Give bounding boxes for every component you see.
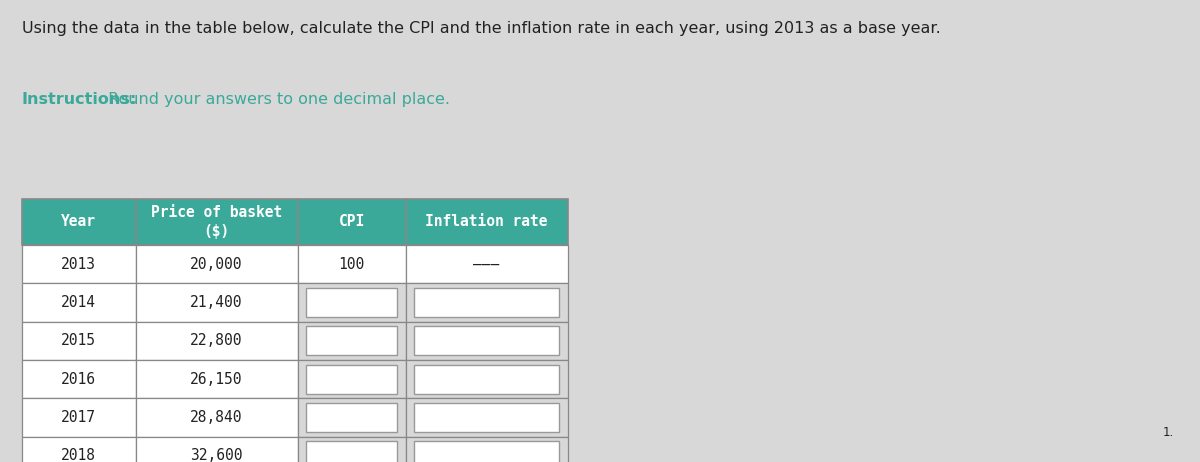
- Text: 2016: 2016: [61, 371, 96, 387]
- Text: 2014: 2014: [61, 295, 96, 310]
- Text: 100: 100: [338, 256, 365, 272]
- Text: Round your answers to one decimal place.: Round your answers to one decimal place.: [103, 92, 450, 107]
- Text: Instructions:: Instructions:: [22, 92, 137, 107]
- Text: 21,400: 21,400: [191, 295, 242, 310]
- Text: Inflation rate: Inflation rate: [425, 214, 548, 229]
- Text: 2015: 2015: [61, 333, 96, 348]
- Text: 2018: 2018: [61, 448, 96, 462]
- Text: ———: ———: [474, 256, 499, 272]
- Text: 2017: 2017: [61, 410, 96, 425]
- Text: 1.: 1.: [1163, 426, 1174, 439]
- Text: 28,840: 28,840: [191, 410, 242, 425]
- Text: 26,150: 26,150: [191, 371, 242, 387]
- Text: 20,000: 20,000: [191, 256, 242, 272]
- Text: 22,800: 22,800: [191, 333, 242, 348]
- Text: 32,600: 32,600: [191, 448, 242, 462]
- Text: Price of basket: Price of basket: [151, 205, 282, 220]
- Text: 2013: 2013: [61, 256, 96, 272]
- Text: CPI: CPI: [338, 214, 365, 229]
- Text: ($): ($): [204, 224, 229, 238]
- Text: Year: Year: [61, 214, 96, 229]
- Text: Using the data in the table below, calculate the CPI and the inflation rate in e: Using the data in the table below, calcu…: [22, 21, 941, 36]
